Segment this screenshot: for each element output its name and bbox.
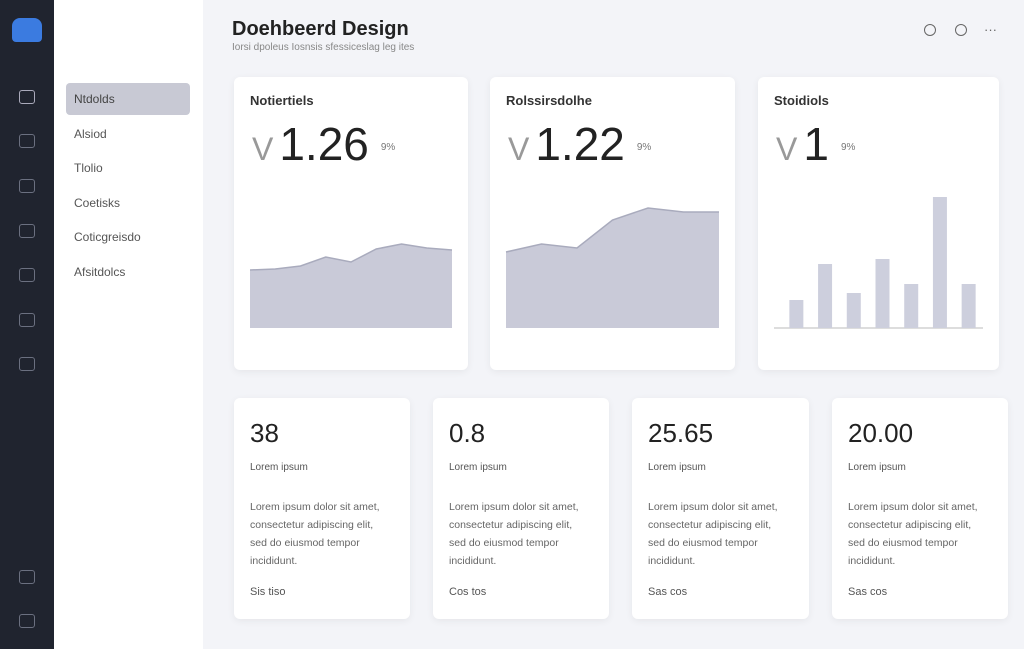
bar — [818, 264, 833, 328]
bar — [789, 300, 804, 328]
chart — [505, 207, 719, 328]
area-line — [505, 207, 719, 253]
bar — [932, 197, 947, 328]
metric-card: Stoidiols V 1 9% — [758, 77, 999, 370]
nav-item[interactable]: Ntdolds — [66, 83, 190, 115]
rail-icon[interactable] — [19, 268, 35, 282]
nav-item[interactable]: Coetisks — [74, 195, 121, 210]
bar — [875, 259, 890, 328]
value-unit: 9% — [840, 142, 856, 154]
nav-item[interactable]: Afsitdolcs — [74, 264, 126, 279]
value-number: 1 — [803, 118, 829, 170]
card-value: V 1 9% — [776, 117, 855, 171]
stat-label: Lorem ipsum — [250, 462, 308, 473]
stat-card: 25.65 Lorem ipsum Lorem ipsum dolor sit am… — [632, 398, 809, 619]
stat-text: Lorem ipsum dolor sit amet, consectetur … — [648, 501, 778, 567]
rail-icon[interactable] — [19, 357, 35, 371]
stat-link[interactable]: Sas cos — [648, 586, 688, 598]
card-title: Notiertiels — [250, 93, 314, 108]
nav-item[interactable]: Coticgreisdo — [74, 230, 141, 244]
bar — [904, 284, 919, 328]
area — [250, 244, 452, 328]
value-prefix: V — [776, 131, 798, 167]
metric-card: Notiertiels V 1.26 9% — [234, 77, 468, 370]
rail-icon[interactable] — [19, 614, 35, 628]
chart — [774, 197, 983, 329]
stat-value: 20.00 — [848, 418, 914, 448]
stat-link[interactable]: Sis tiso — [250, 586, 286, 598]
stat-value: 25.65 — [648, 418, 714, 448]
stat-text: Lorem ipsum dolor sit amet, consectetur … — [848, 501, 978, 567]
value-unit: 9% — [636, 142, 652, 154]
card-value: V 1.26 9% — [252, 117, 395, 171]
nav-item[interactable]: Tlolio — [74, 161, 103, 175]
stat-text: Lorem ipsum dolor sit amet, consectetur … — [449, 501, 579, 567]
stat-link[interactable]: Sas cos — [848, 586, 888, 598]
stat-card: 0.8 Lorem ipsum Lorem ipsum dolor sit amet… — [433, 398, 609, 619]
logo — [12, 18, 42, 42]
rail-icon[interactable] — [19, 224, 35, 238]
page-subtitle: Iorsi dpoleus Iosnsis sfessiceslag leg i… — [232, 42, 415, 53]
icon-rail — [0, 0, 54, 649]
value-prefix: V — [508, 131, 530, 167]
value-number: 1.22 — [535, 118, 625, 170]
value-prefix: V — [252, 131, 274, 167]
stat-label: Lorem ipsum — [648, 462, 706, 473]
bar — [961, 284, 976, 328]
card-value: V 1.22 9% — [508, 117, 651, 171]
stat-label: Lorem ipsum — [449, 462, 507, 473]
stat-text: Lorem ipsum dolor sit amet, consectetur … — [250, 501, 380, 567]
more-icon[interactable]: ··· — [984, 22, 997, 37]
metric-card: Rolssirsdolhe V 1.22 9% — [490, 77, 735, 370]
stat-card: 38 Lorem ipsum Lorem ipsum dolor sit amet,… — [234, 398, 410, 619]
value-unit: 9% — [380, 142, 396, 154]
rail-icon[interactable] — [19, 134, 35, 148]
stat-card: 20.00 Lorem ipsum Lorem ipsum dolor sit am… — [832, 398, 1008, 619]
info-icon[interactable] — [955, 24, 967, 36]
area-line — [249, 243, 453, 271]
rail-icon[interactable] — [19, 570, 35, 584]
chart — [249, 243, 453, 328]
bar — [846, 293, 861, 328]
sidebar: Ntdolds Alsiod Tlolio Coetisks Coticgreisdo A… — [54, 0, 203, 649]
card-title: Stoidiols — [774, 93, 829, 108]
rail-icon[interactable] — [19, 313, 35, 327]
info-icon[interactable] — [924, 24, 936, 36]
nav-item[interactable]: Alsiod — [74, 126, 107, 141]
rail-icon[interactable] — [19, 179, 35, 193]
page-title: Doehbeerd Design — [232, 18, 409, 40]
stat-link[interactable]: Cos tos — [449, 586, 487, 598]
stat-value: 0.8 — [449, 418, 486, 448]
card-title: Rolssirsdolhe — [506, 93, 592, 108]
rail-icon[interactable] — [19, 90, 35, 104]
stat-value: 38 — [250, 418, 279, 448]
value-number: 1.26 — [279, 118, 369, 170]
area — [506, 208, 719, 328]
stat-label: Lorem ipsum — [848, 462, 906, 473]
